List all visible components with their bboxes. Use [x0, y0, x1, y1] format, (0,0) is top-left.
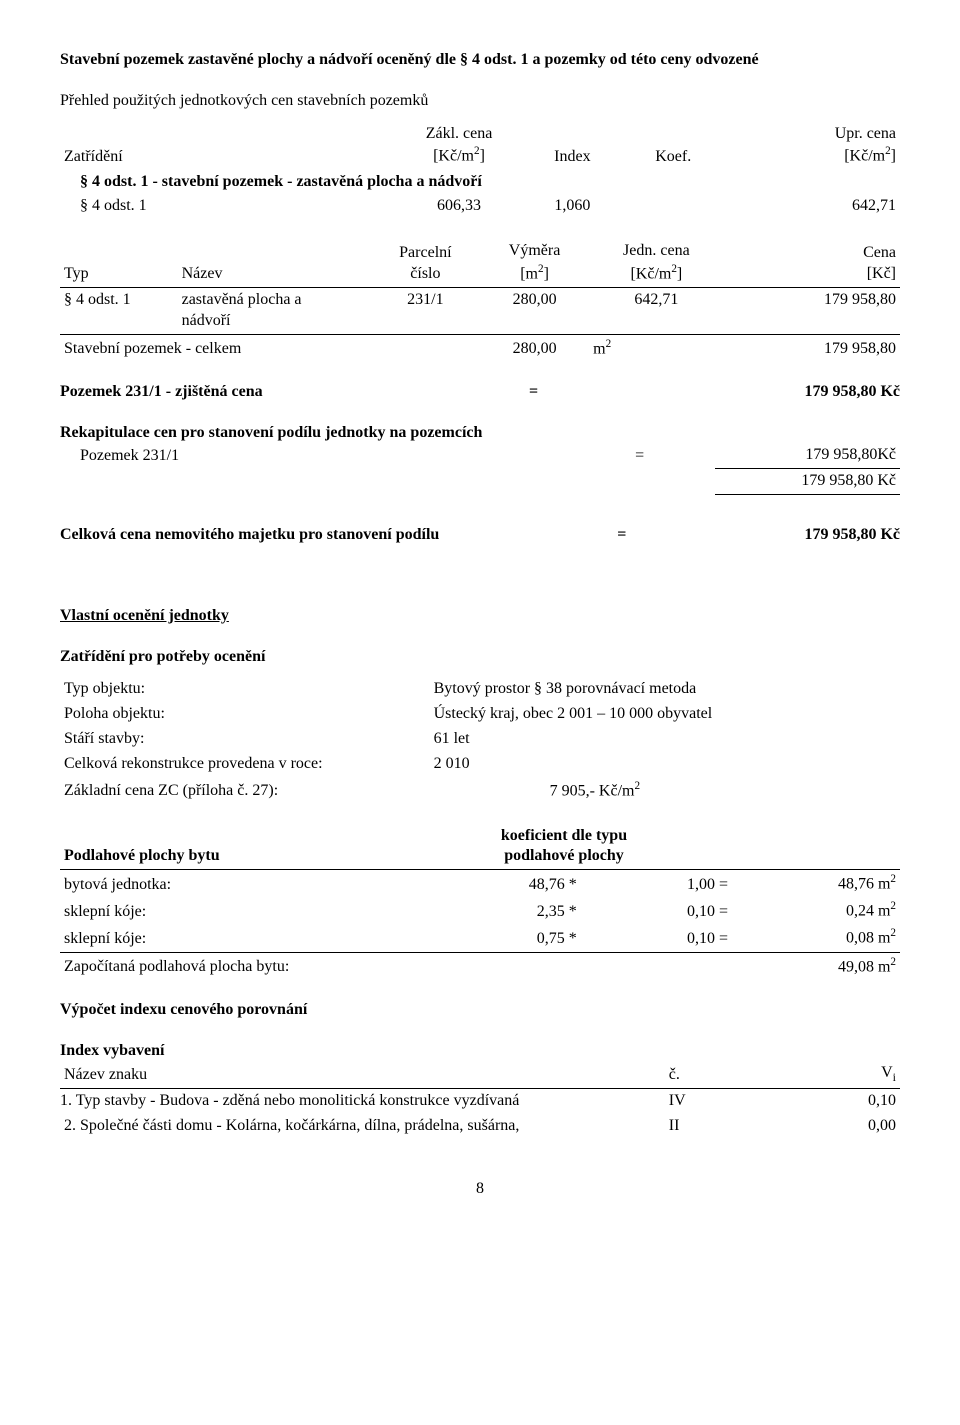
- title-main: Stavební pozemek zastavěné plochy a nádv…: [60, 50, 900, 71]
- t2-r1c5: 642,71: [589, 288, 723, 335]
- t1-h2: Zákl. cena[Kč/m2]: [396, 122, 522, 170]
- plochy-r1l: bytová jednotka:: [60, 870, 396, 898]
- t2-h1: Typ: [60, 239, 178, 287]
- t2-r1c4: 280,00: [480, 288, 589, 335]
- p-l1: Typ objektu:: [60, 677, 430, 702]
- iv-h3: Vi: [766, 1061, 900, 1088]
- p-l4: Celková rekonstrukce provedena v roce:: [60, 752, 430, 777]
- t2-r1c1: § 4 odst. 1: [60, 288, 178, 335]
- iv-r1l: 1. Typ stavby - Budova - zděná nebo mono…: [60, 1089, 665, 1114]
- t2-r1c6: 179 958,80: [724, 288, 900, 335]
- plochy-r2v: 0,24 m2: [732, 897, 900, 924]
- rekap-r1v: 179 958,80Kč: [715, 443, 900, 468]
- indexvyb-title: Index vybavení: [60, 1041, 900, 1062]
- celkova-val: 179 958,80 Kč: [804, 525, 900, 546]
- p-l2: Poloha objektu:: [60, 702, 430, 727]
- iv-h1: Název znaku: [60, 1061, 665, 1088]
- rekap-r1eq: =: [564, 443, 715, 468]
- t2-h3: Parcelníčíslo: [371, 239, 480, 287]
- t2-r2u: m2: [589, 334, 723, 362]
- table-parcel: Typ Název Parcelníčíslo Výměra[m2] Jedn.…: [60, 239, 900, 362]
- table-plochy: Podlahové plochy bytu koeficient dle typ…: [60, 824, 900, 980]
- p-v5: 7 905,- Kč/m2: [430, 777, 900, 804]
- iv-r2l: 2. Společné části domu - Kolárna, kočárk…: [60, 1114, 665, 1139]
- zjistena-val: 179 958,80 Kč: [804, 382, 900, 403]
- rekap-title: Rekapitulace cen pro stanovení podílu je…: [60, 423, 900, 444]
- t1-r1c2: 606,33: [396, 194, 522, 219]
- plochy-r3b: 0,10 =: [581, 924, 732, 952]
- zatrideni-title: Zatřídění pro potřeby ocenění: [60, 647, 900, 668]
- plochy-r2b: 0,10 =: [581, 897, 732, 924]
- p-v3: 61 let: [430, 727, 900, 752]
- celkova-label: Celková cena nemovitého majetku pro stan…: [60, 525, 439, 546]
- rekap-r2v: 179 958,80 Kč: [715, 469, 900, 495]
- plochy-r2l: sklepní kóje:: [60, 897, 396, 924]
- table-indexvyb: Název znaku č. Vi 1. Typ stavby - Budova…: [60, 1061, 900, 1138]
- table-unit-prices: Zatřídění Zákl. cena[Kč/m2] Index Koef. …: [60, 122, 900, 220]
- celkova-eq: =: [439, 525, 804, 546]
- t1-r1c1: § 4 odst. 1: [60, 194, 396, 219]
- t1-r1c3: 1,060: [522, 194, 623, 219]
- row-zjistena: Pozemek 231/1 - zjištěná cena = 179 958,…: [60, 382, 900, 403]
- t1-h5: Upr. cena[Kč/m2]: [724, 122, 900, 170]
- table-rekap: Pozemek 231/1 = 179 958,80Kč 179 958,80 …: [60, 443, 900, 495]
- p-v2: Ústecký kraj, obec 2 001 – 10 000 obyvat…: [430, 702, 900, 727]
- t1-h3: Index: [522, 122, 623, 170]
- t2-h4: Výměra[m2]: [480, 239, 589, 287]
- plochy-r4v: 49,08 m2: [732, 952, 900, 980]
- t2-r1c3: 231/1: [371, 288, 480, 335]
- plochy-r3a: 0,75 *: [396, 924, 581, 952]
- iv-r2c: II: [665, 1114, 766, 1139]
- iv-r1v: 0,10: [766, 1089, 900, 1114]
- plochy-r2a: 2,35 *: [396, 897, 581, 924]
- iv-h2: č.: [665, 1061, 766, 1088]
- zjistena-label: Pozemek 231/1 - zjištěná cena: [60, 382, 263, 403]
- rekap-r1l: Pozemek 231/1: [60, 443, 564, 468]
- p-l3: Stáří stavby:: [60, 727, 430, 752]
- plochy-r3v: 0,08 m2: [732, 924, 900, 952]
- plochy-r4l: Započítaná podlahová plocha bytu:: [60, 952, 732, 980]
- iv-r1c: IV: [665, 1089, 766, 1114]
- t1-h1: Zatřídění: [60, 122, 396, 170]
- subtitle-prehled: Přehled použitých jednotkových cen stave…: [60, 91, 900, 112]
- t1-r1c5: 642,71: [724, 194, 900, 219]
- plochy-r1a: 48,76 *: [396, 870, 581, 898]
- t1-h4: Koef.: [623, 122, 724, 170]
- page-number: 8: [60, 1179, 900, 1200]
- iv-r2v: 0,00: [766, 1114, 900, 1139]
- zjistena-eq: =: [263, 382, 805, 403]
- t1-sub: § 4 odst. 1 - stavební pozemek - zastavě…: [60, 170, 900, 195]
- t2-r2c4: 280,00: [480, 334, 589, 362]
- t2-h5: Jedn. cena[Kč/m2]: [589, 239, 723, 287]
- p-l5: Základní cena ZC (příloha č. 27):: [60, 777, 430, 804]
- plochy-r1v: 48,76 m2: [732, 870, 900, 898]
- plochy-title: Podlahové plochy bytu: [60, 824, 396, 870]
- t2-r2c6: 179 958,80: [724, 334, 900, 362]
- plochy-r3l: sklepní kóje:: [60, 924, 396, 952]
- t2-h2: Název: [178, 239, 371, 287]
- p-v4: 2 010: [430, 752, 900, 777]
- row-celkova: Celková cena nemovitého majetku pro stan…: [60, 525, 900, 546]
- t2-h6: Cena[Kč]: [724, 239, 900, 287]
- vypocet-title: Výpočet indexu cenového porovnání: [60, 1000, 900, 1021]
- plochy-h2: koeficient dle typupodlahové plochy: [396, 824, 732, 870]
- t2-r1c2: zastavěná plocha anádvoří: [178, 288, 371, 335]
- p-v1: Bytový prostor § 38 porovnávací metoda: [430, 677, 900, 702]
- vlastni-title: Vlastní ocenění jednotky: [60, 586, 900, 627]
- table-props: Typ objektu:Bytový prostor § 38 porovnáv…: [60, 677, 900, 803]
- t2-r2c1: Stavební pozemek - celkem: [60, 334, 480, 362]
- plochy-r1b: 1,00 =: [581, 870, 732, 898]
